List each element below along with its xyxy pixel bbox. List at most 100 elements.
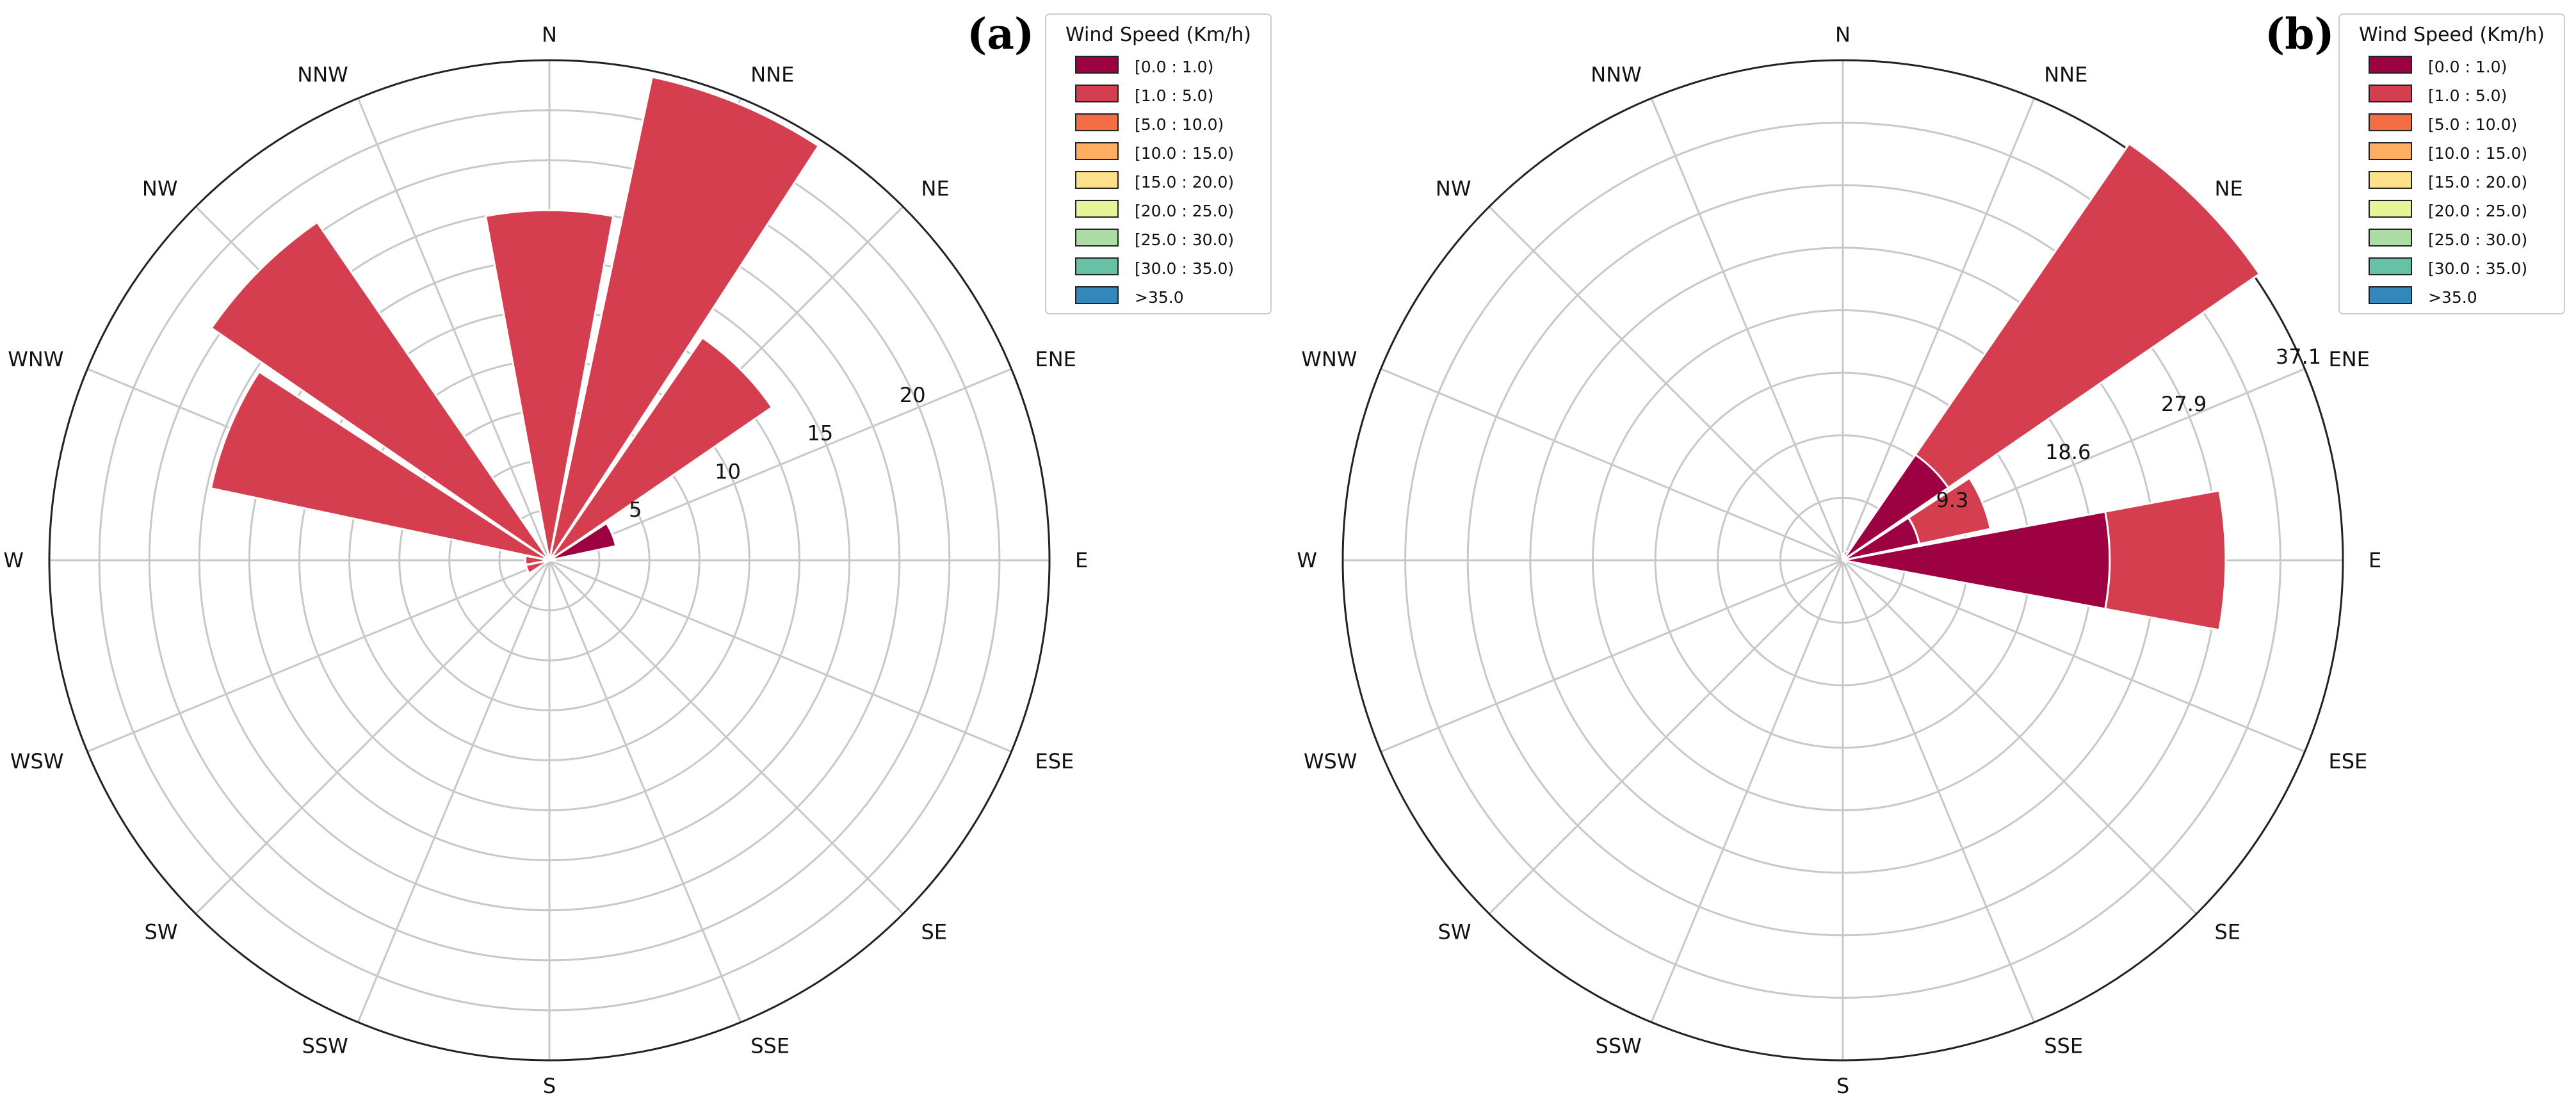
radial-tick-label: 10 [715, 459, 741, 483]
grid-spoke [1488, 559, 1844, 915]
legend-swatch-6 [2369, 229, 2412, 247]
direction-label-nne: NNE [750, 63, 794, 87]
legend-swatch-5 [1075, 200, 1119, 218]
legend-swatch-1 [2369, 85, 2412, 102]
grid-spoke [549, 559, 1012, 753]
legend-b: Wind Speed (Km/h) [0.0 : 1.0) [1.0 : 5.0… [2338, 13, 2565, 314]
legend-entry-label: [25.0 : 30.0) [2428, 231, 2527, 249]
direction-labels-b: N NNE NE ENE E ESE SE SSE S SSW SW WSW W… [1297, 22, 2381, 1098]
legend-entry-label: [30.0 : 35.0) [2428, 259, 2527, 278]
grid-spoke [548, 559, 904, 915]
panel-label-b: (b) [2265, 9, 2335, 59]
grid-spoke [1650, 560, 1844, 1023]
direction-label-n: N [1835, 22, 1851, 47]
grid-spoke [1842, 560, 2036, 1023]
direction-label-w: W [3, 548, 24, 572]
wind-bar-ne-bin-1 [551, 336, 774, 558]
direction-label-nne: NNE [2044, 63, 2087, 87]
direction-label-se: SE [2215, 920, 2241, 944]
direction-label-sse: SSE [750, 1034, 790, 1058]
direction-label-wsw: WSW [10, 749, 64, 773]
legend-swatch-0 [1075, 56, 1119, 74]
legend-a: Wind Speed (Km/h) [0.0 : 1.0) [1.0 : 5.0… [1045, 13, 1272, 314]
windrose-panel-b: N NNE NE ENE E ESE SE SSE S SSW SW WSW W… [1297, 9, 2565, 1098]
legend-entry-label: [5.0 : 10.0) [1135, 115, 1224, 134]
windrose-panel-a: N NNE NE ENE E ESE SE SSE S SSW SW WSW W… [3, 9, 1272, 1098]
legend-swatch-3 [2369, 142, 2412, 160]
radial-tick-label: 15 [807, 421, 834, 446]
wind-bar-ene-bin-1 [1907, 476, 1992, 546]
direction-label-sse: SSE [2044, 1034, 2083, 1058]
wind-bars-b [1840, 142, 2261, 631]
direction-label-wnw: WNW [1301, 347, 1357, 371]
legend-entry-label: >35.0 [1135, 288, 1184, 307]
direction-label-s: S [543, 1074, 556, 1098]
radial-tick-label: 37.1 [2276, 344, 2321, 369]
legend-swatch-0 [2369, 56, 2412, 74]
legend-title: Wind Speed (Km/h) [2359, 24, 2545, 46]
grid-spoke [1488, 206, 1844, 562]
legend-entry-label: [10.0 : 15.0) [1135, 144, 1234, 163]
grid-spoke [357, 560, 551, 1023]
grid-spoke [1842, 559, 2306, 753]
direction-label-nnw: NNW [1591, 63, 1642, 87]
legend-swatches-b [2369, 56, 2412, 304]
grid-spoke [86, 559, 550, 753]
direction-label-e: E [2369, 548, 2381, 572]
grid-spoke [357, 97, 551, 561]
legend-swatch-3 [1075, 142, 1119, 160]
legend-entry-label: [15.0 : 20.0) [2428, 173, 2527, 191]
legend-entry-label: [15.0 : 20.0) [1135, 173, 1234, 191]
wind-bar-e-bin-1 [2104, 489, 2227, 631]
legend-swatch-5 [2369, 200, 2412, 218]
direction-label-ssw: SSW [302, 1034, 348, 1058]
direction-label-nnw: NNW [297, 63, 348, 87]
legend-entry-label: [10.0 : 15.0) [2428, 144, 2527, 163]
radial-tick-label: 5 [629, 498, 642, 522]
legend-swatch-4 [2369, 171, 2412, 189]
direction-label-ese: ESE [2329, 749, 2368, 773]
direction-labels-a: N NNE NE ENE E ESE SE SSE S SSW SW WSW W… [3, 22, 1088, 1098]
wind-bar-wnw-bin-1 [209, 370, 550, 562]
direction-label-sw: SW [1438, 920, 1471, 944]
grid-spoke [548, 560, 742, 1023]
wind-bar-ene-bin-0 [549, 522, 617, 562]
legend-title: Wind Speed (Km/h) [1065, 24, 1251, 46]
grid-spoke [195, 559, 551, 915]
legend-entry-label: [0.0 : 1.0) [2428, 58, 2507, 76]
direction-label-ese: ESE [1035, 749, 1074, 773]
legend-swatch-1 [1075, 85, 1119, 102]
legend-swatch-7 [1075, 257, 1119, 275]
direction-label-ne: NE [921, 177, 950, 201]
legend-entry-label: [20.0 : 25.0) [2428, 202, 2527, 220]
legend-entry-label: [1.0 : 5.0) [1135, 86, 1213, 105]
legend-swatch-2 [2369, 113, 2412, 131]
legend-entry-label: [5.0 : 10.0) [2428, 115, 2517, 134]
legend-swatch-8 [1075, 286, 1119, 304]
legend-swatches-a [1075, 56, 1119, 304]
direction-label-wnw: WNW [8, 347, 63, 371]
radial-tick-label: 9.3 [1936, 488, 1968, 512]
legend-entry-label: [30.0 : 35.0) [1135, 259, 1234, 278]
legend-entry-label: [20.0 : 25.0) [1135, 202, 1234, 220]
direction-label-wsw: WSW [1304, 749, 1357, 773]
wind-bar-nnw-bin-1 [546, 555, 551, 560]
direction-label-se: SE [921, 920, 948, 944]
wind-bars-a [209, 76, 820, 575]
direction-label-ene: ENE [2329, 347, 2370, 371]
legend-entry-label: [25.0 : 30.0) [1135, 231, 1234, 249]
outer-circle [48, 59, 1051, 1062]
legend-entry-label: [0.0 : 1.0) [1135, 58, 1213, 76]
wind-bar-e-bin-0 [549, 558, 556, 563]
legend-swatch-4 [1075, 171, 1119, 189]
direction-label-s: S [1836, 1074, 1849, 1098]
direction-label-ne: NE [2215, 177, 2243, 201]
direction-label-nw: NW [142, 177, 178, 201]
legend-swatch-2 [1075, 113, 1119, 131]
radial-tick-labels-a: 5 10 15 20 [629, 383, 925, 522]
grid-spoke [1842, 559, 2198, 915]
grid-spoke [1380, 368, 1843, 562]
radial-tick-labels-b: 9.3 18.6 27.9 37.1 [1936, 344, 2321, 512]
legend-entry-label: >35.0 [2428, 288, 2477, 307]
